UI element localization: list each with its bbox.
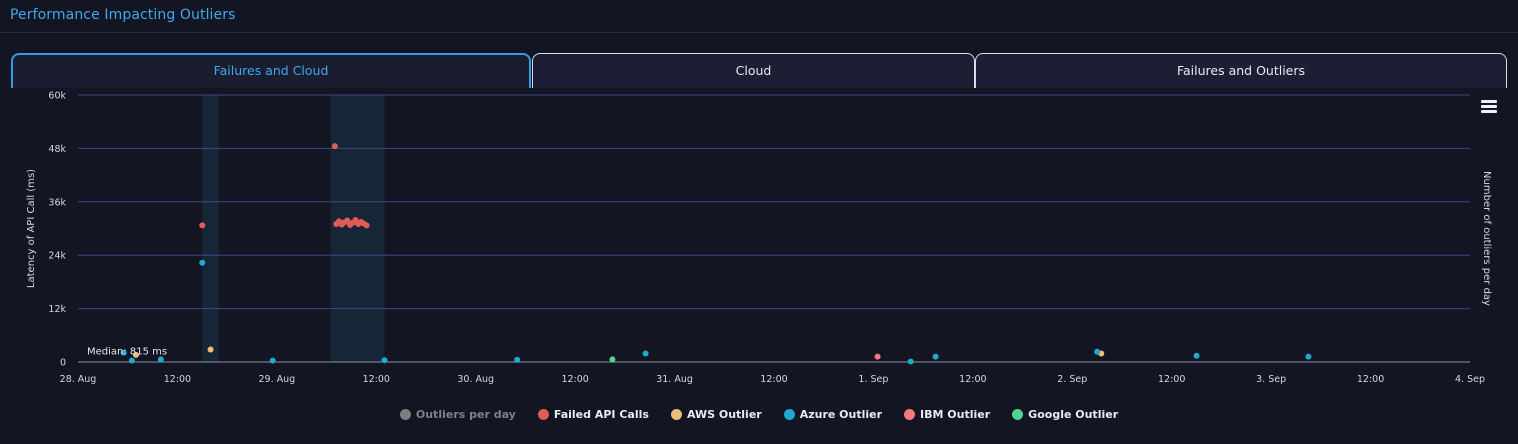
data-point-google-outlier xyxy=(609,356,616,363)
x-tick-label: 12:00 xyxy=(164,374,191,385)
y-tick-label: 0 xyxy=(60,358,66,369)
median-label: Median: 815 ms xyxy=(87,346,167,357)
data-point-failed-api-calls xyxy=(199,222,206,229)
legend-label: Google Outlier xyxy=(1028,407,1119,421)
x-tick-label: 3. Sep xyxy=(1256,374,1286,385)
y-tick-label: 12k xyxy=(48,304,66,315)
tab-failures-and-outliers[interactable]: Failures and Outliers xyxy=(975,53,1507,88)
data-point-azure-outlier xyxy=(932,353,939,360)
data-point-azure-outlier xyxy=(514,356,521,363)
data-point-failed-api-calls xyxy=(344,217,351,224)
legend-item-azure-outlier[interactable]: Azure Outlier xyxy=(783,407,883,421)
legend-swatch xyxy=(670,408,682,420)
data-point-azure-outlier xyxy=(157,356,164,363)
data-point-azure-outlier xyxy=(128,357,135,364)
chart-legend: Outliers per day Failed API Calls AWS Outl… xyxy=(0,403,1518,425)
data-point-azure-outlier xyxy=(199,259,206,266)
x-tick-label: 4. Sep xyxy=(1455,374,1485,385)
legend-item-aws-outlier[interactable]: AWS Outlier xyxy=(670,407,762,421)
data-point-azure-outlier xyxy=(907,358,914,365)
x-tick-label: 12:00 xyxy=(1158,374,1185,385)
tab-bar: Failures and Cloud Cloud Failures and Ou… xyxy=(11,53,1507,88)
x-tick-label: 12:00 xyxy=(363,374,390,385)
data-point-failed-api-calls xyxy=(363,222,370,229)
data-point-azure-outlier xyxy=(1193,352,1200,359)
panel-title: Performance Impacting Outliers xyxy=(10,7,236,23)
legend-swatch xyxy=(537,408,549,420)
legend-item-ibm-outlier[interactable]: IBM Outlier xyxy=(904,408,990,421)
legend-swatch xyxy=(1012,408,1024,420)
legend-label: AWS Outlier xyxy=(686,407,762,421)
tab-failures-and-cloud[interactable]: Failures and Cloud xyxy=(11,53,531,88)
data-point-azure-outlier xyxy=(381,357,388,364)
x-tick-label: 31. Aug xyxy=(656,374,693,385)
data-point-aws-outlier xyxy=(133,351,139,358)
data-point-azure-outlier xyxy=(1305,353,1312,360)
outliers-scatter-chart: 0 12k 24k 36k 48k 60k 28. Aug 12:00 29. Aug 12:00… xyxy=(26,91,1492,386)
shaded-band-1 xyxy=(330,95,385,362)
legend-label: Outliers per day xyxy=(415,407,516,421)
legend-swatch xyxy=(783,408,795,420)
tab-cloud[interactable]: Cloud xyxy=(532,53,975,88)
x-tick-label: 12:00 xyxy=(959,374,986,385)
x-tick-label: 12:00 xyxy=(760,374,787,385)
legend-swatch xyxy=(904,408,916,420)
legend-item-google-outlier[interactable]: Google Outlier xyxy=(1012,408,1118,421)
y-tick-label: 36k xyxy=(48,197,66,208)
legend-label: Failed API Calls xyxy=(553,407,649,421)
legend-swatch xyxy=(399,408,411,420)
panel-header: Performance Impacting Outliers xyxy=(0,0,1518,33)
shaded-band-0 xyxy=(202,95,219,362)
data-point-azure-outlier xyxy=(120,349,127,356)
data-point-aws-outlier xyxy=(207,346,214,353)
data-point-ibm-outlier xyxy=(874,353,881,360)
legend-label: IBM Outlier xyxy=(920,407,991,421)
y-tick-label: 48k xyxy=(48,144,66,155)
y-tick-label: 24k xyxy=(48,251,66,262)
x-tick-label: 12:00 xyxy=(561,374,588,385)
legend-item-failed-api-calls[interactable]: Failed API Calls xyxy=(537,407,649,421)
data-point-azure-outlier xyxy=(269,357,276,364)
data-point-failed-api-calls xyxy=(331,143,338,150)
x-tick-label: 28. Aug xyxy=(60,374,97,385)
x-tick-label: 2. Sep xyxy=(1057,374,1087,385)
x-tick-label: 30. Aug xyxy=(457,374,494,385)
y-tick-label: 60k xyxy=(48,91,66,102)
legend-item-outliers-per-day[interactable]: Outliers per day xyxy=(399,407,516,421)
legend-label: Azure Outlier xyxy=(799,407,883,421)
y2-axis-title: Number of outliers per day xyxy=(1481,171,1492,306)
x-tick-label: 1. Sep xyxy=(858,374,888,385)
hamburger-menu-icon[interactable] xyxy=(1481,100,1497,114)
x-tick-label: 29. Aug xyxy=(259,374,296,385)
data-point-azure-outlier xyxy=(642,350,649,357)
y-axis-title: Latency of API Call (ms) xyxy=(26,169,37,288)
x-tick-label: 12:00 xyxy=(1357,374,1384,385)
data-point-azure-outlier xyxy=(1094,348,1101,355)
